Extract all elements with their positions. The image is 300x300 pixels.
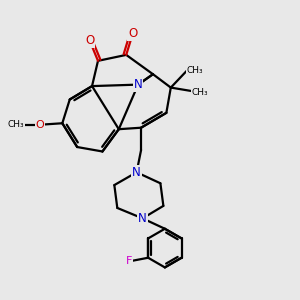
Text: CH₃: CH₃ [186, 66, 203, 75]
Text: CH₃: CH₃ [191, 88, 208, 97]
Text: N: N [138, 212, 147, 225]
Text: F: F [126, 256, 132, 266]
Text: N: N [132, 166, 141, 179]
Text: O: O [36, 120, 44, 130]
Text: O: O [85, 34, 94, 47]
Text: N: N [134, 78, 142, 91]
Text: CH₃: CH₃ [8, 120, 25, 129]
Text: O: O [128, 27, 137, 40]
